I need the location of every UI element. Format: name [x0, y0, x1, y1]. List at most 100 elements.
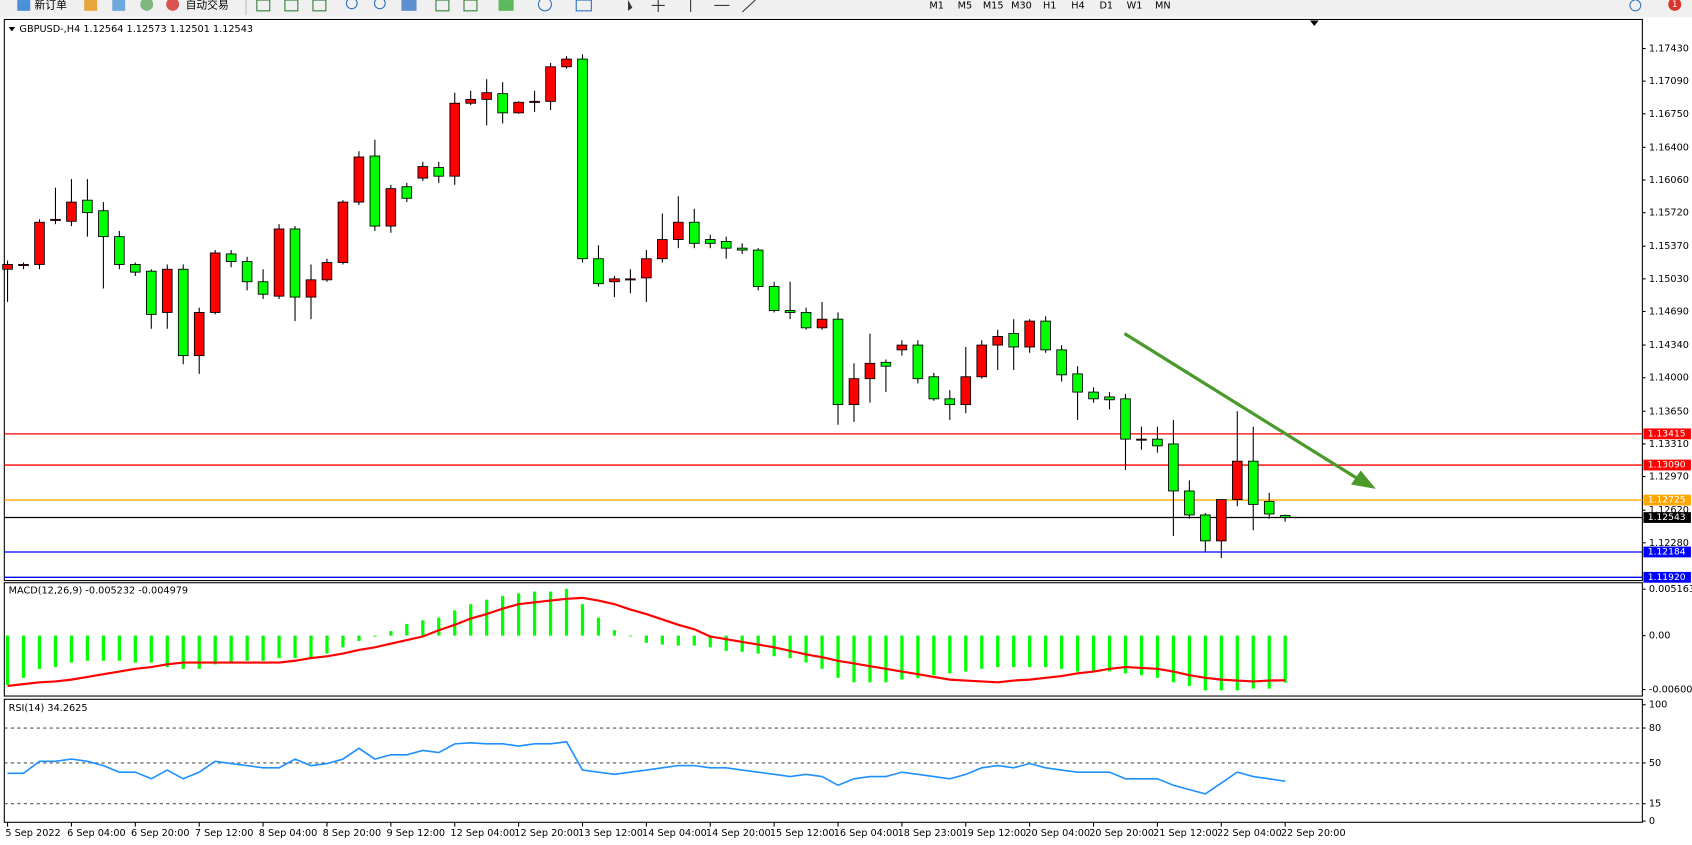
level-label-bg	[1643, 512, 1691, 523]
x-tick-label: 20 Sep 04:00	[1025, 828, 1090, 839]
candle-body	[98, 210, 109, 238]
rsi-line	[7, 740, 1286, 795]
zoom-out-icon[interactable]	[373, 0, 386, 10]
candle-body	[976, 344, 988, 378]
toolbar-icon[interactable]	[140, 0, 154, 11]
timeframe-button[interactable]: H4	[1071, 0, 1084, 11]
toolbar-icon[interactable]	[84, 0, 98, 11]
level-label: 1.12725	[1648, 495, 1686, 506]
candle-body	[321, 262, 333, 281]
search-icon[interactable]	[1629, 0, 1642, 12]
x-tick-label: 9 Sep 12:00	[387, 828, 446, 839]
candle-body	[1247, 460, 1259, 505]
timeframe-button[interactable]: MN	[1155, 0, 1171, 11]
candle-body	[1136, 438, 1147, 441]
candle-body	[768, 286, 780, 311]
candle-body	[800, 312, 812, 329]
pane-title: RSI(14) 34.2625	[9, 703, 88, 714]
candle-body	[609, 278, 620, 283]
new-order-icon[interactable]	[17, 0, 31, 11]
candle-body	[673, 221, 684, 240]
candle-body	[465, 98, 476, 104]
candle-body	[369, 155, 381, 227]
timeframe-button[interactable]: M30	[1011, 0, 1032, 11]
candle-body	[561, 58, 572, 68]
candle-body	[1279, 515, 1291, 518]
x-tick-label: 5 Sep 2022	[5, 828, 60, 839]
crosshair-icon[interactable]	[651, 0, 665, 12]
timeframe-button[interactable]: M1	[929, 0, 944, 11]
candle-body	[992, 336, 1004, 346]
candle-body	[497, 93, 508, 114]
toolbar-button[interactable]: 新订单	[35, 0, 68, 11]
candle-body	[1104, 396, 1115, 401]
candle-body	[1168, 443, 1179, 492]
x-tick-label: 20 Sep 20:00	[1089, 828, 1154, 839]
candle-body	[864, 362, 876, 380]
candle-body	[50, 218, 61, 221]
y-tick-label: 1.16400	[1649, 142, 1689, 153]
timeframe-button[interactable]: M15	[983, 0, 1004, 11]
toolbar-icon[interactable]	[537, 0, 552, 12]
candle-body	[177, 268, 189, 357]
y-tick-label: 0	[1649, 816, 1655, 827]
toolbar-icon[interactable]	[112, 0, 126, 11]
candle-body	[114, 236, 125, 265]
plot: GBPUSD-,H4 1.12564 1.12573 1.12501 1.125…	[2, 24, 1692, 839]
trendline-icon[interactable]	[742, 0, 756, 13]
timeframe-button[interactable]: D1	[1099, 0, 1113, 11]
toolbar-icon[interactable]	[256, 0, 271, 12]
candle-body	[273, 228, 285, 297]
toolbar-icon[interactable]	[575, 0, 592, 12]
candle-body	[880, 361, 892, 367]
timeframe-button[interactable]: W1	[1127, 0, 1143, 11]
candle-body	[593, 258, 604, 285]
toolbar-icon[interactable]	[401, 0, 417, 11]
toolbar-icon[interactable]	[435, 0, 450, 12]
candle-body	[1120, 398, 1131, 440]
y-tick-label: 1.13650	[1649, 406, 1689, 417]
badge-text: 1	[1672, 0, 1678, 10]
x-tick-label: 14 Sep 04:00	[642, 828, 707, 839]
cursor-icon[interactable]	[628, 0, 633, 11]
candle-body	[752, 249, 764, 287]
timeframe-button[interactable]: M5	[958, 0, 973, 11]
x-tick-label: 19 Sep 12:00	[961, 828, 1026, 839]
level-label: 1.13090	[1648, 460, 1686, 471]
candle-body	[401, 186, 413, 199]
badge[interactable]	[1668, 0, 1682, 11]
timeframe-button[interactable]: H1	[1043, 0, 1056, 11]
candle-body	[1184, 490, 1195, 516]
macd-signal	[7, 596, 1286, 687]
candle-body	[657, 239, 668, 260]
x-tick-label: 18 Sep 23:00	[898, 828, 963, 839]
toolbar-button[interactable]: 自动交易	[186, 0, 229, 11]
zoom-in-icon[interactable]	[345, 0, 358, 10]
x-tick-label: 12 Sep 04:00	[450, 828, 515, 839]
candle-body	[816, 318, 828, 329]
candle-body	[82, 199, 93, 214]
toolbar-icon[interactable]	[498, 0, 514, 11]
x-tick-label: 12 Sep 20:00	[514, 828, 579, 839]
x-tick-label: 21 Sep 12:00	[1153, 828, 1218, 839]
candle-body	[1024, 320, 1035, 348]
y-tick-label: 1.17430	[1649, 44, 1689, 55]
candle-body	[545, 66, 556, 102]
candle-body	[417, 166, 429, 179]
x-tick-label: 8 Sep 20:00	[323, 828, 382, 839]
toolbar-text: 新订单 自动交易 M1 M5 M15 M30 H1 H4 D1 W1 MN 1	[35, 0, 1678, 11]
autotrade-icon[interactable]	[166, 0, 180, 11]
level-label-bg	[1643, 494, 1691, 506]
candle-body	[1056, 349, 1067, 376]
candle-body	[209, 252, 221, 313]
rsi-pane	[3, 698, 1643, 823]
toolbar-icon[interactable]	[312, 0, 327, 12]
x-tick-label: 6 Sep 20:00	[131, 828, 190, 839]
candle-body	[529, 100, 540, 103]
toolbar-icon[interactable]	[463, 0, 478, 12]
candle-body	[912, 344, 924, 380]
toolbar-icon[interactable]	[284, 0, 299, 12]
candle-body	[704, 239, 716, 244]
